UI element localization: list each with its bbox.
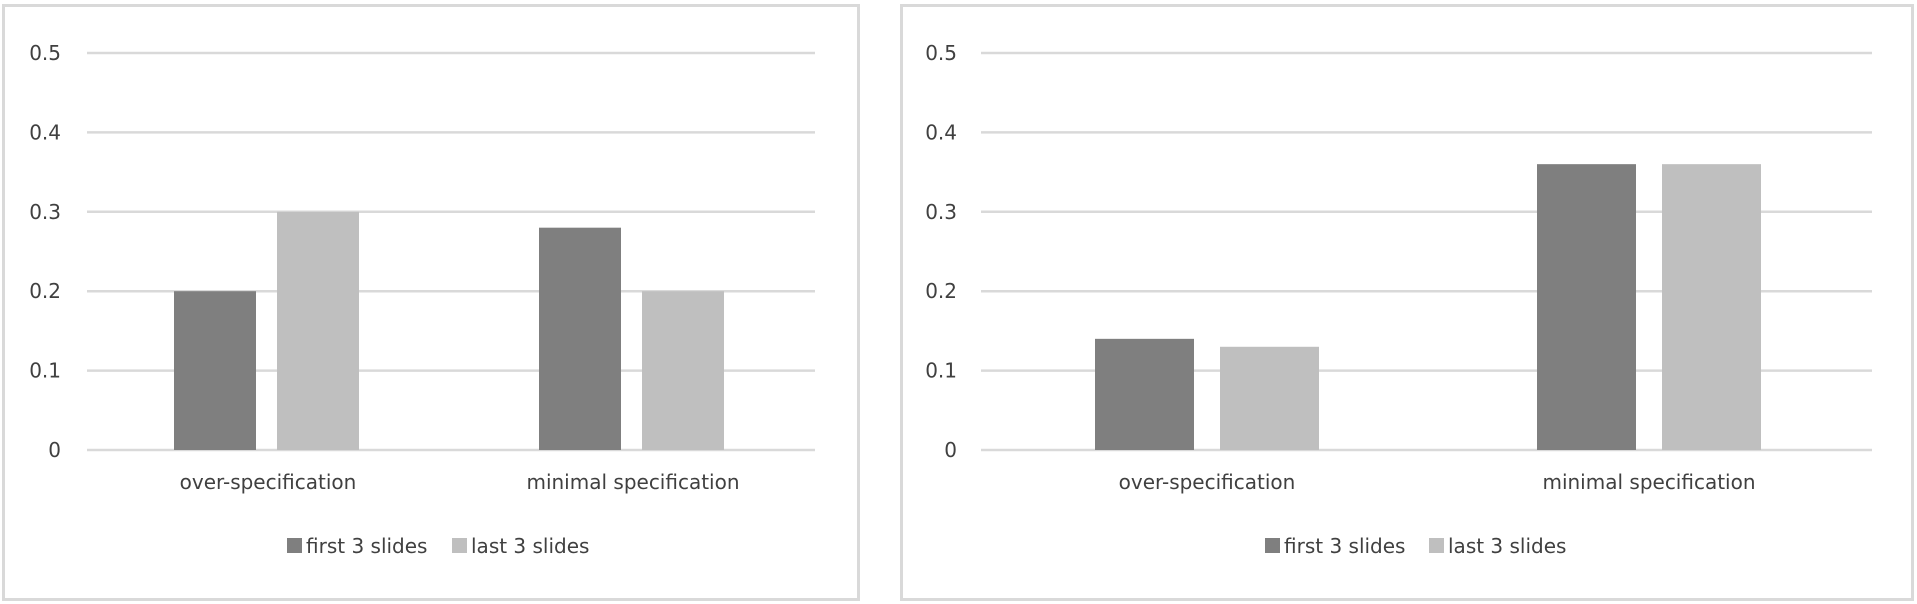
y-tick-label: 0.1 bbox=[925, 359, 957, 383]
y-tick-label: 0.5 bbox=[925, 41, 957, 65]
y-tick-label: 0.2 bbox=[925, 279, 957, 303]
legend-swatch-first bbox=[1265, 538, 1280, 553]
bar-first-1 bbox=[1537, 164, 1636, 450]
bar-first-1 bbox=[539, 227, 621, 450]
legend-swatch-first bbox=[287, 538, 302, 553]
x-category-label: minimal specification bbox=[1542, 470, 1755, 494]
x-category-label: over-specification bbox=[180, 470, 357, 494]
bar-chart-left: 0 0.1 0.2 0.3 0.4 0.5 over-specification minima… bbox=[29, 41, 815, 558]
x-category-label: over-specification bbox=[1119, 470, 1296, 494]
y-tick-label: 0.3 bbox=[29, 200, 61, 224]
y-tick-label: 0 bbox=[944, 438, 957, 462]
x-category-label: minimal specification bbox=[526, 470, 739, 494]
bar-last-0 bbox=[277, 211, 359, 450]
bar-last-0 bbox=[1220, 346, 1319, 450]
bar-first-0 bbox=[174, 291, 256, 450]
y-tick-label: 0.4 bbox=[29, 120, 61, 144]
legend-swatch-last bbox=[452, 538, 467, 553]
legend-label: last 3 slides bbox=[1448, 534, 1566, 558]
bar-first-0 bbox=[1095, 338, 1194, 450]
y-tick-label: 0.1 bbox=[29, 359, 61, 383]
y-tick-label: 0.2 bbox=[29, 279, 61, 303]
legend-label: first 3 slides bbox=[1284, 534, 1405, 558]
legend-swatch-last bbox=[1429, 538, 1444, 553]
chart-panel-left: 0 0.1 0.2 0.3 0.4 0.5 over-specification minima… bbox=[2, 4, 860, 601]
y-tick-label: 0.3 bbox=[925, 200, 957, 224]
bar-last-1 bbox=[1662, 164, 1761, 450]
bar-last-1 bbox=[642, 291, 724, 450]
legend-label: first 3 slides bbox=[306, 534, 427, 558]
bar-chart-right: 0 0.1 0.2 0.3 0.4 0.5 over-specification minima… bbox=[925, 41, 1872, 558]
legend-label: last 3 slides bbox=[471, 534, 589, 558]
y-tick-label: 0.5 bbox=[29, 41, 61, 65]
chart-panel-right: 0 0.1 0.2 0.3 0.4 0.5 over-specification minima… bbox=[900, 4, 1914, 601]
y-tick-label: 0 bbox=[48, 438, 61, 462]
y-tick-label: 0.4 bbox=[925, 120, 957, 144]
